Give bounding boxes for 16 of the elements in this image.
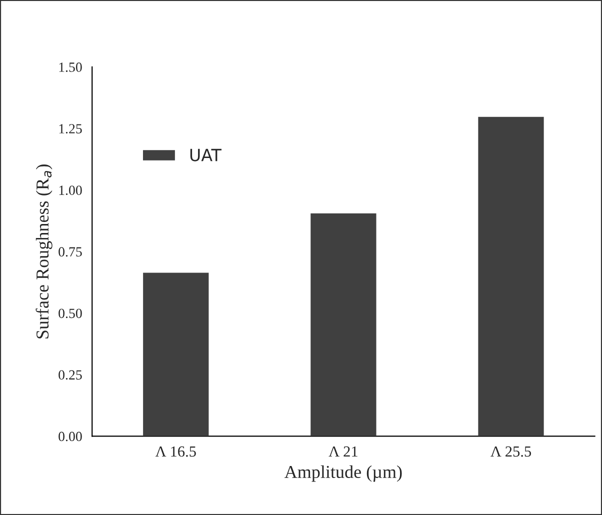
x-tick-label: Λ 21 [328,446,358,457]
y-tick-label: 1.50 [59,62,82,72]
y-tick-label: 1.00 [59,186,82,196]
y-tick-label: 0.50 [58,308,82,318]
bar [309,212,378,436]
x-tick-label: Λ 25.5 [490,446,532,457]
bar [476,115,546,436]
legend-label: UAT [190,148,222,162]
y-axis-title: Surface Roughness (R$_{a}$) [36,164,52,338]
y-tick-label: 0.00 [58,432,82,442]
y-tick-label: 0.75 [58,247,82,257]
y-tick-label: 0.25 [58,370,82,380]
x-axis-title: Amplitude (µm) [284,465,402,482]
y-tick-label: 1.25 [59,124,82,134]
x-tick-label: Λ 16.5 [155,446,196,457]
bar [142,271,210,436]
